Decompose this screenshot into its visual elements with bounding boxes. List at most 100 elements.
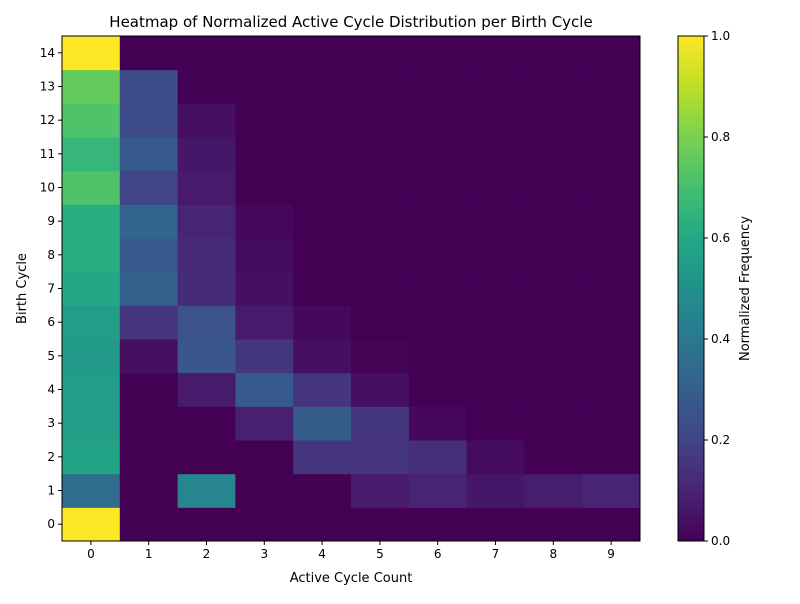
colorbar-tick-label: 0.4 bbox=[711, 332, 730, 346]
heatmap-cell bbox=[235, 473, 294, 508]
heatmap-cell bbox=[351, 406, 410, 441]
heatmap-cell bbox=[235, 406, 294, 441]
heatmap-cell bbox=[119, 103, 179, 138]
heatmap-cell bbox=[235, 137, 294, 172]
heatmap-cell bbox=[466, 36, 525, 71]
heatmap-cell bbox=[119, 69, 179, 104]
heatmap-cell bbox=[177, 440, 236, 475]
x-tick-label: 7 bbox=[492, 547, 500, 561]
heatmap-cell bbox=[408, 137, 468, 172]
heatmap-cell bbox=[119, 137, 179, 172]
heatmap-cell bbox=[524, 271, 583, 306]
heatmap-cell bbox=[62, 103, 121, 138]
heatmap-cell bbox=[524, 103, 583, 138]
heatmap-cell bbox=[62, 238, 121, 273]
x-tick-label: 2 bbox=[203, 547, 211, 561]
heatmap-cell bbox=[582, 473, 641, 508]
y-tick-label: 1 bbox=[47, 484, 55, 498]
heatmap-cell bbox=[466, 372, 525, 407]
heatmap-cell bbox=[62, 204, 121, 239]
heatmap-cell bbox=[351, 238, 410, 273]
heatmap-cell bbox=[408, 170, 468, 205]
heatmap-cell bbox=[582, 372, 641, 407]
heatmap-cell bbox=[466, 271, 525, 306]
y-tick-label: 3 bbox=[47, 416, 55, 430]
heatmap-cell bbox=[524, 36, 583, 71]
heatmap-cell bbox=[62, 372, 121, 407]
heatmap-cell bbox=[524, 339, 583, 374]
heatmap-cell bbox=[62, 137, 121, 172]
heatmap-cell bbox=[408, 339, 468, 374]
heatmap-cell bbox=[582, 406, 641, 441]
heatmap-cell bbox=[351, 69, 410, 104]
heatmap-cell bbox=[177, 339, 236, 374]
colorbar-tick-label: 0.6 bbox=[711, 231, 730, 245]
y-tick-label: 0 bbox=[47, 517, 55, 531]
heatmap-cell bbox=[235, 440, 294, 475]
heatmap-cell bbox=[62, 507, 121, 542]
heatmap-cell bbox=[293, 204, 352, 239]
heatmap-cell bbox=[351, 339, 410, 374]
heatmap-cell bbox=[293, 406, 352, 441]
heatmap-cell bbox=[524, 440, 583, 475]
heatmap-cell bbox=[119, 204, 179, 239]
heatmap-cell bbox=[408, 271, 468, 306]
heatmap-cell bbox=[119, 440, 179, 475]
heatmap-cell bbox=[119, 305, 179, 340]
heatmap-cell bbox=[582, 305, 641, 340]
heatmap-cell bbox=[524, 137, 583, 172]
heatmap-cell bbox=[119, 170, 179, 205]
heatmap-cell bbox=[177, 36, 236, 71]
heatmap-cell bbox=[293, 238, 352, 273]
heatmap-cell bbox=[351, 305, 410, 340]
heatmap-cell bbox=[582, 238, 641, 273]
heatmap-cell bbox=[466, 305, 525, 340]
heatmap-cell bbox=[408, 372, 468, 407]
heatmap-cells bbox=[62, 36, 641, 542]
heatmap-cell bbox=[582, 36, 641, 71]
heatmap-cell bbox=[466, 103, 525, 138]
heatmap-cell bbox=[524, 69, 583, 104]
heatmap-cell bbox=[582, 137, 641, 172]
y-tick-label: 8 bbox=[47, 248, 55, 262]
colorbar-tick-label: 1.0 bbox=[711, 29, 730, 43]
heatmap-cell bbox=[351, 204, 410, 239]
x-tick-label: 6 bbox=[434, 547, 442, 561]
heatmap-cell bbox=[582, 440, 641, 475]
heatmap-cell bbox=[524, 204, 583, 239]
heatmap-cell bbox=[408, 69, 468, 104]
heatmap-cell bbox=[351, 137, 410, 172]
heatmap-cell bbox=[293, 440, 352, 475]
heatmap-cell bbox=[524, 305, 583, 340]
x-tick-label: 3 bbox=[260, 547, 268, 561]
x-tick-label: 5 bbox=[376, 547, 384, 561]
x-axis-ticks: 0 1 2 3 4 5 6 7 8 9 bbox=[87, 541, 615, 561]
heatmap-cell bbox=[177, 406, 236, 441]
heatmap-cell bbox=[293, 137, 352, 172]
heatmap-cell bbox=[466, 69, 525, 104]
heatmap-cell bbox=[466, 406, 525, 441]
heatmap-cell bbox=[351, 440, 410, 475]
heatmap-cell bbox=[235, 69, 294, 104]
heatmap-cell bbox=[466, 507, 525, 542]
heatmap-cell bbox=[119, 473, 179, 508]
y-tick-label: 7 bbox=[47, 282, 55, 296]
heatmap-cell bbox=[408, 473, 468, 508]
heatmap-cell bbox=[408, 238, 468, 273]
y-tick-label: 11 bbox=[40, 147, 55, 161]
heatmap-cell bbox=[177, 238, 236, 273]
heatmap-cell bbox=[524, 238, 583, 273]
heatmap-cell bbox=[582, 271, 641, 306]
heatmap-cell bbox=[177, 473, 236, 508]
heatmap-cell bbox=[408, 406, 468, 441]
heatmap-cell bbox=[235, 271, 294, 306]
heatmap-cell bbox=[466, 170, 525, 205]
heatmap-cell bbox=[62, 440, 121, 475]
colorbar bbox=[678, 36, 704, 541]
y-tick-label: 6 bbox=[47, 315, 55, 329]
heatmap-cell bbox=[524, 473, 583, 508]
y-tick-label: 4 bbox=[47, 383, 55, 397]
heatmap-cell bbox=[235, 305, 294, 340]
heatmap-cell bbox=[293, 103, 352, 138]
